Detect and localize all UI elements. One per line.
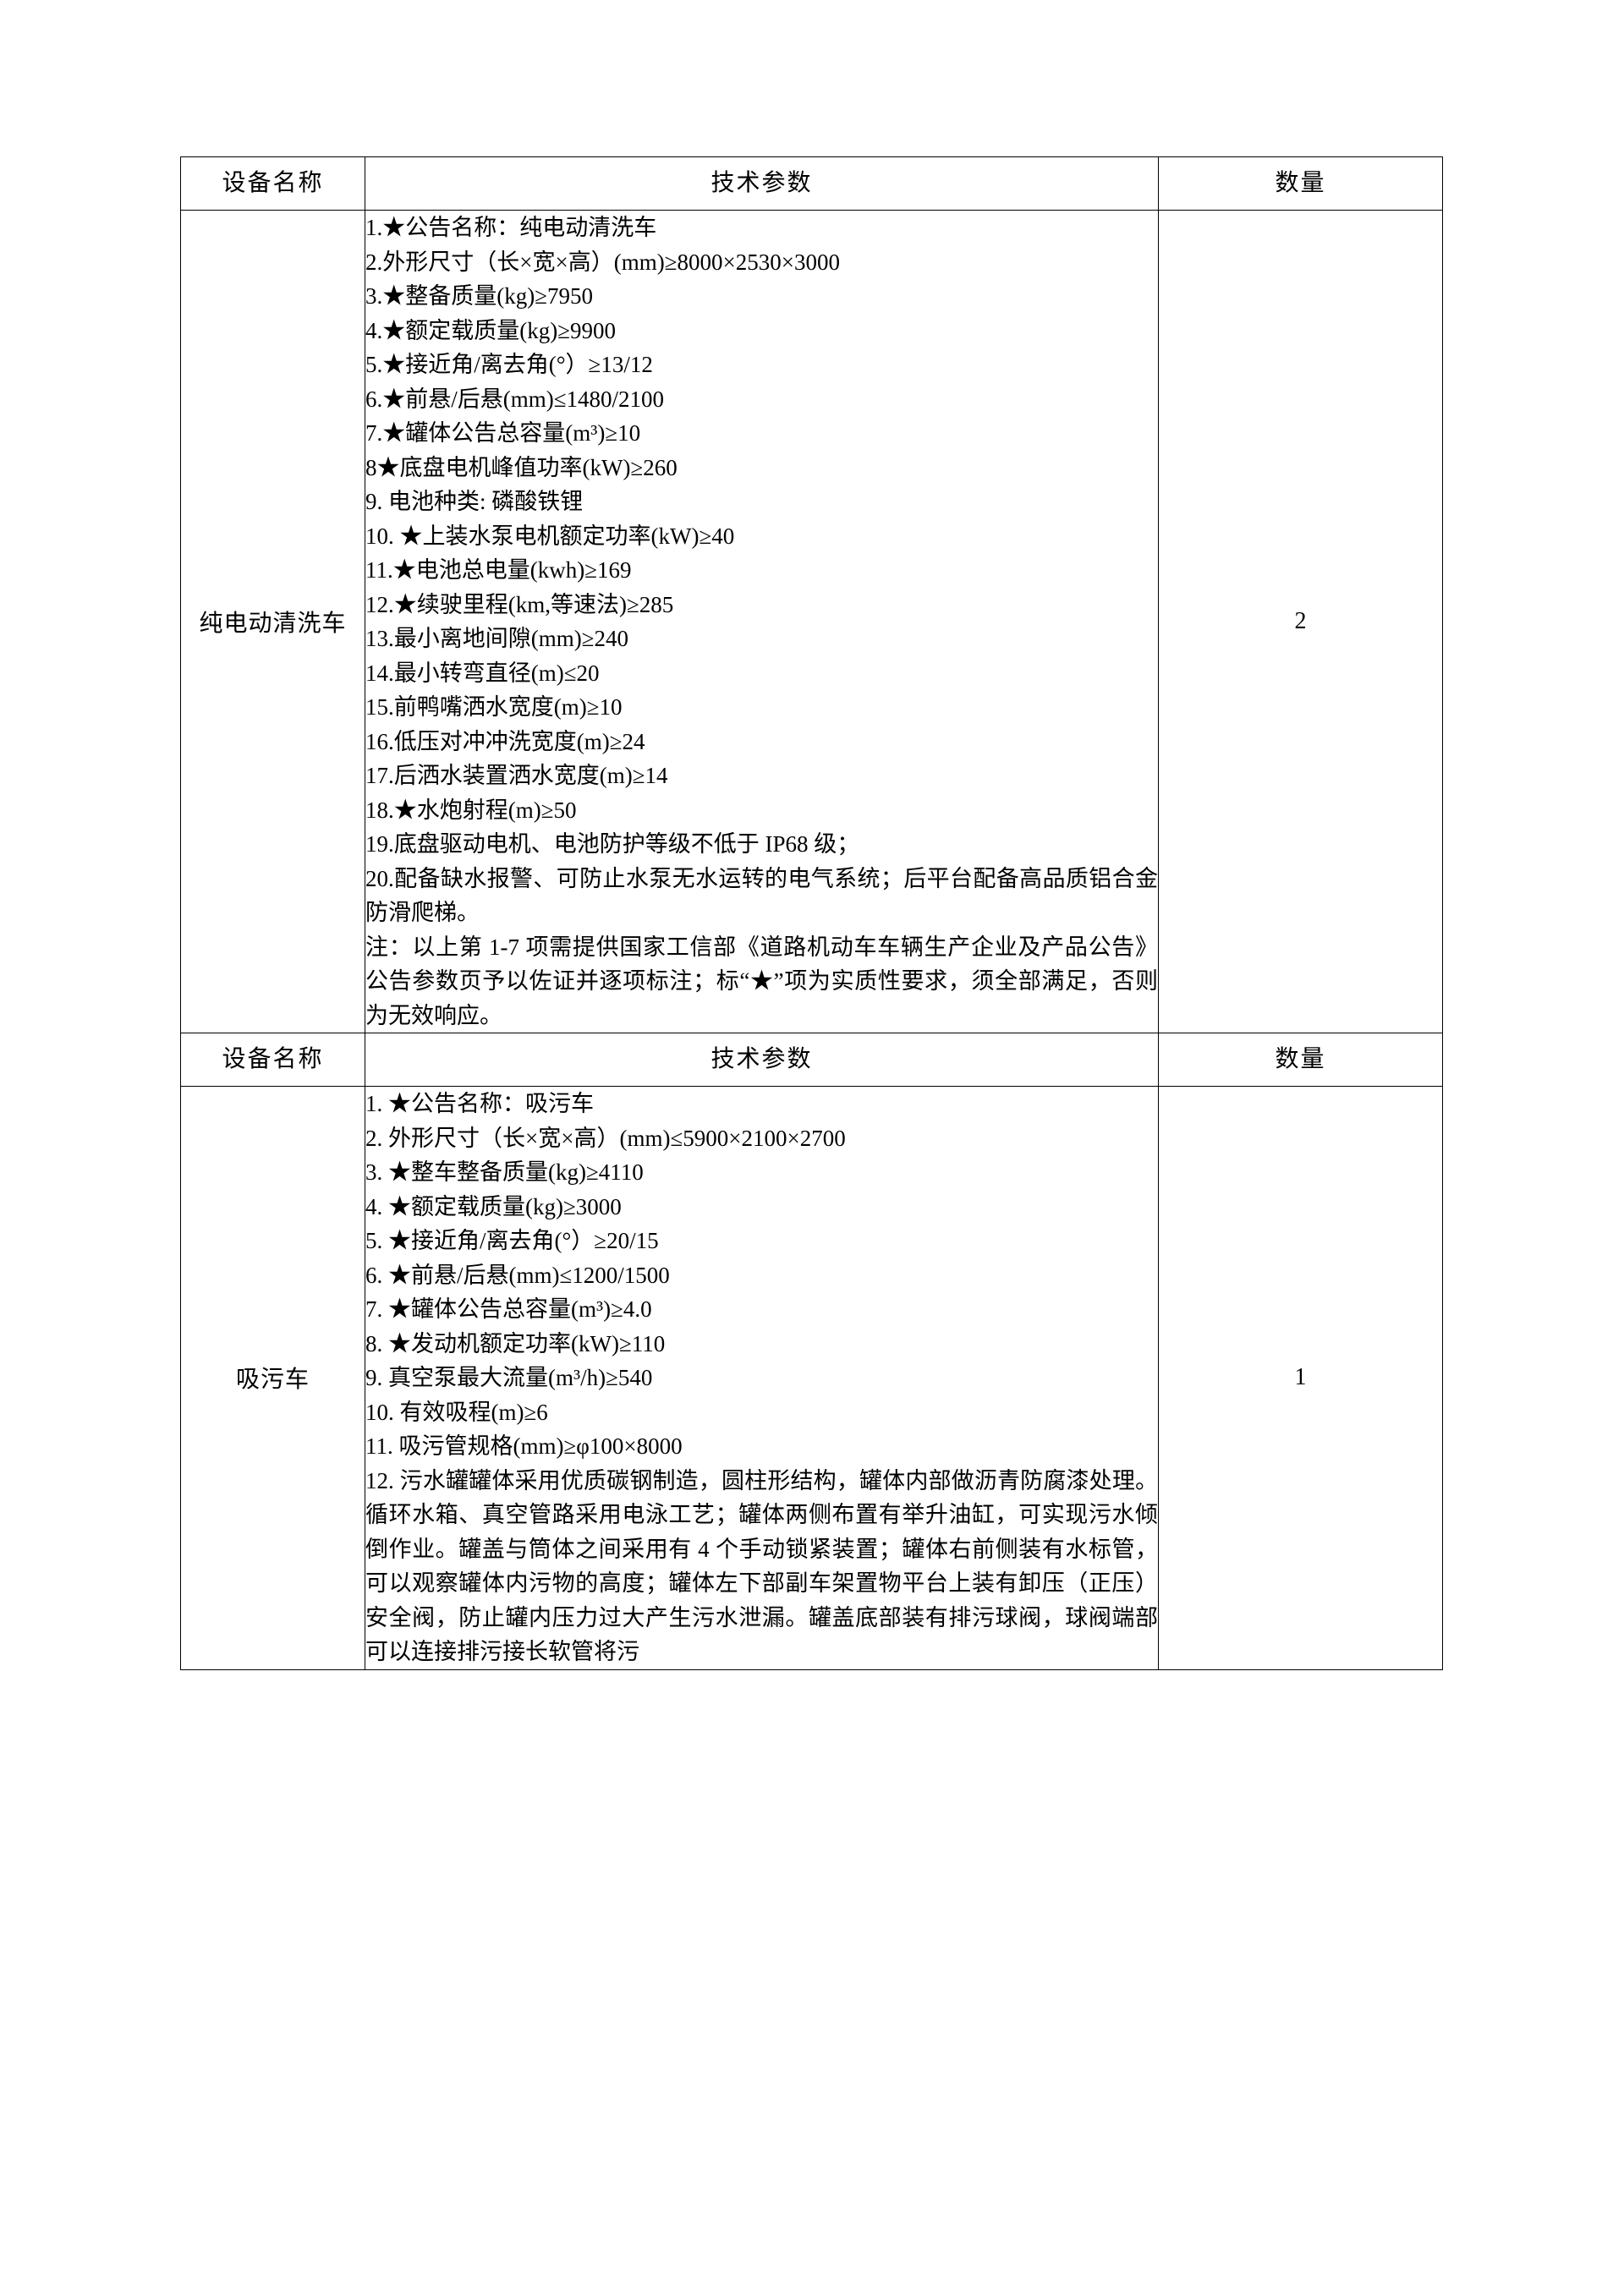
param-line: 1.★公告名称：纯电动清洗车 — [365, 215, 657, 240]
param-line: 20.配备缺水报警、可防止水泵无水运转的电气系统；后平台配备高品质铝合金防滑爬梯… — [365, 865, 1158, 926]
table-row: 纯电动清洗车 1.★公告名称：纯电动清洗车 2.外形尺寸（长×宽×高）(mm)≥… — [180, 210, 1443, 1033]
param-line: 7. ★罐体公告总容量(m³)≥4.0 — [365, 1296, 652, 1322]
param-line: 3. ★整车整备质量(kg)≥4110 — [365, 1159, 644, 1185]
param-line: 12.★续驶里程(km,等速法)≥285 — [365, 591, 674, 617]
param-line: 14.最小转弯直径(m)≤20 — [365, 660, 600, 686]
device-name-cell: 纯电动清洗车 — [180, 210, 365, 1033]
header-cell-quantity: 数量 — [1158, 1033, 1443, 1087]
header-cell-device-name: 设备名称 — [180, 1033, 365, 1087]
param-line: 11. 吸污管规格(mm)≥φ100×8000 — [365, 1433, 683, 1459]
table-header-row: 设备名称 技术参数 数量 — [180, 1033, 1443, 1087]
param-line: 18.★水炮射程(m)≥50 — [365, 797, 577, 823]
param-line: 3.★整备质量(kg)≥7950 — [365, 283, 594, 309]
param-line: 5. ★接近角/离去角(°）≥20/15 — [365, 1228, 659, 1253]
param-line: 13.最小离地间隙(mm)≥240 — [365, 626, 629, 651]
param-line: 16.低压对冲冲洗宽度(m)≥24 — [365, 728, 645, 754]
param-list: 1.★公告名称：纯电动清洗车 2.外形尺寸（长×宽×高）(mm)≥8000×25… — [365, 211, 1158, 1033]
param-line: 2.外形尺寸（长×宽×高）(mm)≥8000×2530×3000 — [365, 249, 840, 275]
quantity-cell: 2 — [1158, 210, 1443, 1033]
param-note-line: 注：以上第 1-7 项需提供国家工信部《道路机动车车辆生产企业及产品公告》公告参… — [365, 934, 1158, 1028]
param-line: 17.后洒水装置洒水宽度(m)≥14 — [365, 763, 668, 788]
spec-table-wrapper: 设备名称 技术参数 数量 纯电动清洗车 1.★公告名称：纯电动清洗车 2.外形尺… — [180, 156, 1443, 1670]
param-line: 6.★前悬/后悬(mm)≤1480/2100 — [365, 386, 665, 412]
param-line: 9. 真空泵最大流量(m³/h)≥540 — [365, 1365, 653, 1390]
quantity-cell: 1 — [1158, 1086, 1443, 1670]
header-cell-tech-params: 技术参数 — [365, 1033, 1159, 1087]
table-row: 吸污车 1. ★公告名称：吸污车 2. 外形尺寸（长×宽×高）(mm)≤5900… — [180, 1086, 1443, 1670]
param-line: 4.★额定载质量(kg)≥9900 — [365, 317, 617, 343]
equipment-spec-table: 设备名称 技术参数 数量 纯电动清洗车 1.★公告名称：纯电动清洗车 2.外形尺… — [180, 156, 1443, 1670]
param-line: 8★底盘电机峰值功率(kW)≥260 — [365, 454, 678, 480]
tech-params-cell: 1.★公告名称：纯电动清洗车 2.外形尺寸（长×宽×高）(mm)≥8000×25… — [365, 210, 1159, 1033]
param-line: 8. ★发动机额定功率(kW)≥110 — [365, 1330, 666, 1356]
param-line: 12. 污水罐罐体采用优质碳钢制造，圆柱形结构，罐体内部做沥青防腐漆处理。循环水… — [365, 1467, 1158, 1665]
param-line: 15.前鸭嘴洒水宽度(m)≥10 — [365, 694, 623, 720]
param-line: 7.★罐体公告总容量(m³)≥10 — [365, 420, 641, 446]
header-cell-device-name: 设备名称 — [180, 156, 365, 211]
device-name-cell: 吸污车 — [180, 1086, 365, 1670]
param-line: 4. ★额定载质量(kg)≥3000 — [365, 1193, 622, 1219]
table-header-row: 设备名称 技术参数 数量 — [180, 156, 1443, 211]
param-line: 10. ★上装水泵电机额定功率(kW)≥40 — [365, 523, 735, 549]
param-line: 11.★电池总电量(kwh)≥169 — [365, 557, 632, 583]
tech-params-cell: 1. ★公告名称：吸污车 2. 外形尺寸（长×宽×高）(mm)≤5900×210… — [365, 1086, 1159, 1670]
param-line: 9. 电池种类: 磷酸铁锂 — [365, 489, 584, 514]
param-line: 1. ★公告名称：吸污车 — [365, 1091, 594, 1116]
header-cell-tech-params: 技术参数 — [365, 156, 1159, 211]
param-list: 1. ★公告名称：吸污车 2. 外形尺寸（长×宽×高）(mm)≤5900×210… — [365, 1087, 1158, 1669]
param-line: 5.★接近角/离去角(°）≥13/12 — [365, 352, 653, 377]
param-line: 19.底盘驱动电机、电池防护等级不低于 IP68 级； — [365, 831, 860, 857]
param-line: 6. ★前悬/后悬(mm)≤1200/1500 — [365, 1262, 670, 1288]
param-line: 10. 有效吸程(m)≥6 — [365, 1399, 548, 1425]
param-line: 2. 外形尺寸（长×宽×高）(mm)≤5900×2100×2700 — [365, 1125, 846, 1151]
header-cell-quantity: 数量 — [1158, 156, 1443, 211]
